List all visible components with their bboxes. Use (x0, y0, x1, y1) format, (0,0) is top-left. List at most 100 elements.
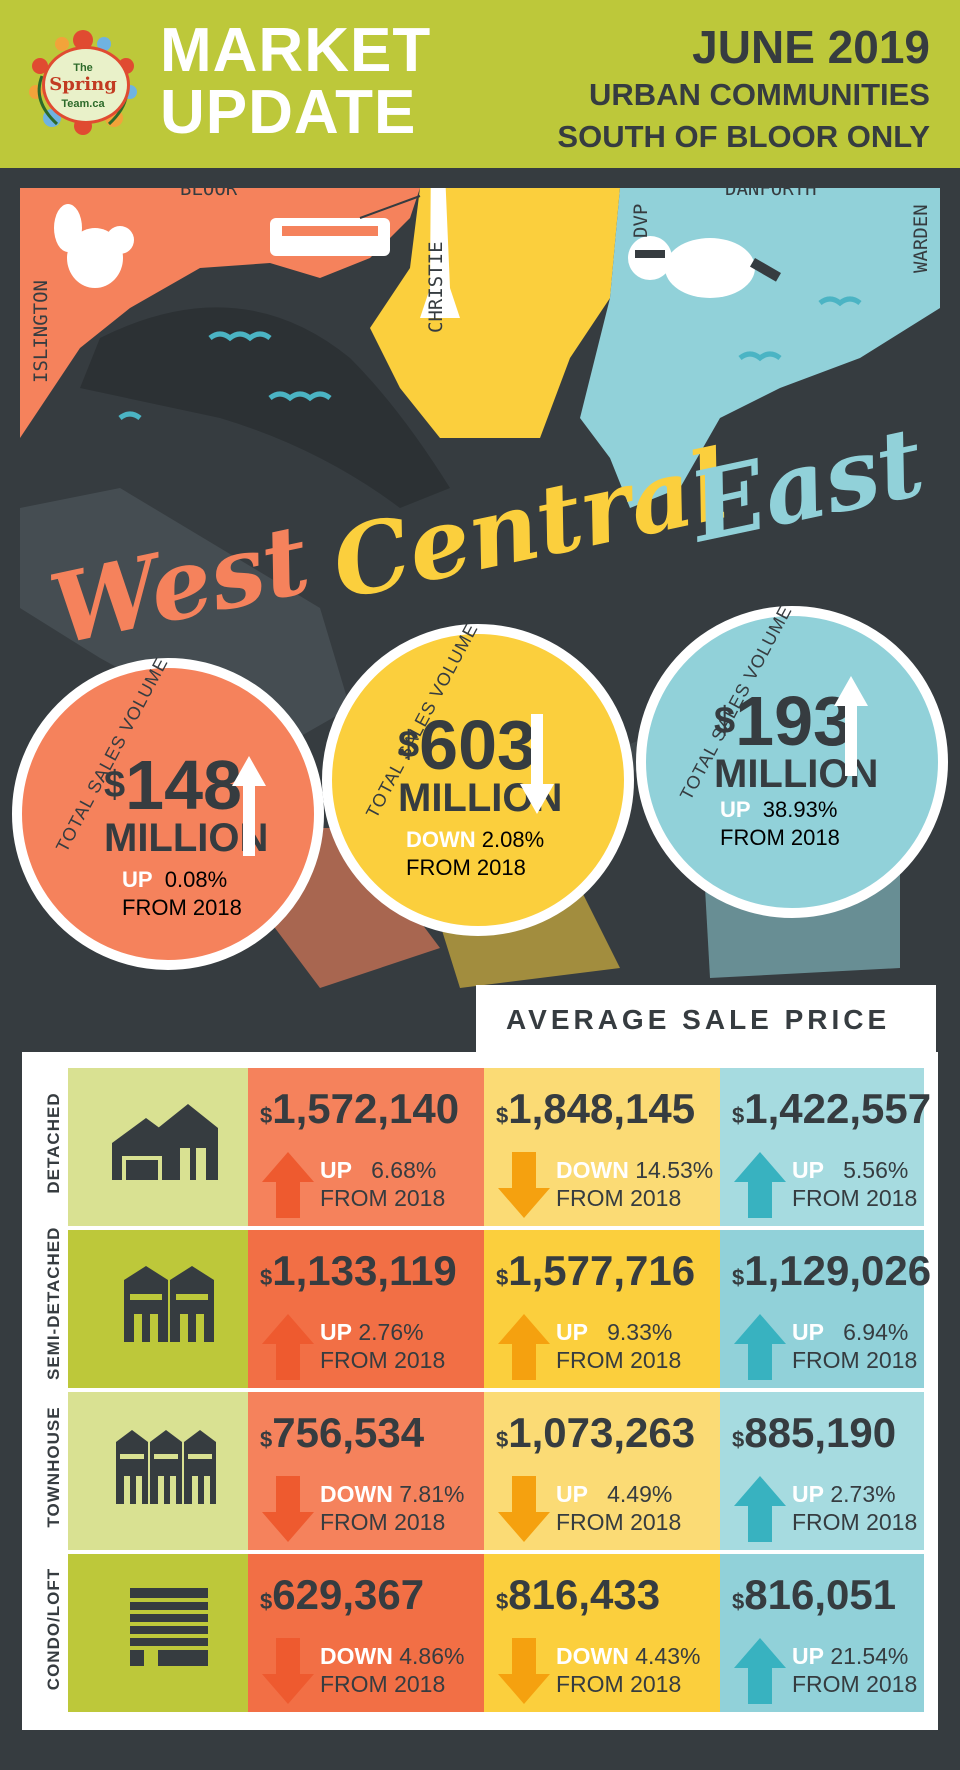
cell-central: $1,073,263 UP 4.49% FROM 2018 (484, 1392, 720, 1550)
cell-east: $885,190 UP 2.73% FROM 2018 (720, 1392, 924, 1550)
price-change: UP 9.33% FROM 2018 (556, 1319, 682, 1373)
up-arrow-icon (834, 676, 868, 776)
logo-text-spring: Spring (49, 74, 117, 95)
cell-central: $1,577,716 UP 9.33% FROM 2018 (484, 1230, 720, 1388)
up-arrow-icon (734, 1476, 786, 1542)
price-value: $1,572,140 (260, 1085, 460, 1132)
title-line-2: UPDATE (160, 78, 417, 147)
townhouse-icon (116, 1430, 216, 1504)
price-change: DOWN 4.86% FROM 2018 (320, 1643, 465, 1697)
price-change: UP 2.73% FROM 2018 (792, 1481, 918, 1535)
cell-central: $1,848,145 DOWN 14.53% FROM 2018 (484, 1068, 720, 1226)
volume-change: UP 0.08% FROM 2018 (122, 867, 242, 920)
price-change: UP 2.76% FROM 2018 (320, 1319, 446, 1373)
cell-central: $816,433 DOWN 4.43% FROM 2018 (484, 1554, 720, 1712)
up-arrow-icon (262, 1314, 314, 1380)
row-label: CONDO/LOFT (38, 1554, 68, 1706)
condo-building-icon (130, 1588, 208, 1666)
price-change: DOWN 14.53% FROM 2018 (556, 1157, 714, 1211)
average-sale-price-heading: AVERAGE SALE PRICE (476, 985, 936, 1057)
street-islington: ISLINGTON (30, 280, 52, 383)
volume-amount: $148 (104, 746, 242, 824)
price-value: $1,422,557 (732, 1085, 932, 1132)
volume-circle-west: TOTAL SALES VOLUME $148 MILLION UP 0.08%… (12, 654, 324, 970)
table-row-condo-loft: CONDO/LOFT $629,367 DOWN 4.86% FROM 2018 … (38, 1554, 924, 1712)
cell-west: $756,534 DOWN 7.81% FROM 2018 (248, 1392, 484, 1550)
icon-cell (68, 1392, 248, 1550)
down-arrow-icon (498, 1476, 550, 1542)
up-arrow-icon (734, 1638, 786, 1704)
price-change: UP 21.54% FROM 2018 (792, 1643, 918, 1697)
down-arrow-icon (498, 1638, 550, 1704)
semi-detached-icon (124, 1266, 214, 1342)
price-value: $885,190 (732, 1409, 897, 1456)
icon-cell (68, 1230, 248, 1388)
subtitle-urban: URBAN COMMUNITIES (589, 77, 930, 112)
average-price-table: DETACHED $1,572,140 UP 6.68% FROM 2018 $1… (22, 1052, 938, 1730)
squirrel-icon (54, 204, 134, 288)
volume-change: DOWN 2.08% FROM 2018 (406, 827, 545, 880)
street-dvp: DVP (630, 203, 652, 238)
average-sale-price-title: AVERAGE SALE PRICE (506, 1004, 891, 1035)
price-value: $1,129,026 (732, 1247, 932, 1294)
street-danforth: DANFORTH (725, 178, 817, 200)
cell-east: $1,422,557 UP 5.56% FROM 2018 (720, 1068, 931, 1226)
down-arrow-icon (520, 714, 554, 814)
volume-change: UP 38.93% FROM 2018 (720, 797, 840, 850)
header-info: JUNE 2019 URBAN COMMUNITIES SOUTH OF BLO… (557, 20, 930, 158)
down-arrow-icon (498, 1152, 550, 1218)
icon-cell (68, 1068, 248, 1226)
table-row-detached: DETACHED $1,572,140 UP 6.68% FROM 2018 $1… (38, 1068, 931, 1226)
down-arrow-icon (262, 1638, 314, 1704)
table-row-townhouse: TOWNHOUSE $756,534 DOWN 7.81% FROM 2018 $… (38, 1392, 924, 1550)
cell-west: $629,367 DOWN 4.86% FROM 2018 (248, 1554, 484, 1712)
page-title: MARKET UPDATE (160, 20, 431, 144)
price-change: UP 5.56% FROM 2018 (792, 1157, 918, 1211)
up-arrow-icon (734, 1152, 786, 1218)
up-arrow-icon (734, 1314, 786, 1380)
volume-circle-east: TOTAL SALES VOLUME $193 MILLION UP 38.93… (636, 602, 948, 918)
header: The Spring Team.ca MARKET UPDATE JUNE 20… (0, 0, 960, 168)
volume-unit: MILLION (104, 816, 269, 860)
price-value: $1,073,263 (496, 1409, 696, 1456)
title-line-1: MARKET (160, 16, 432, 85)
report-date: JUNE 2019 (692, 21, 930, 73)
price-value: $1,133,119 (260, 1247, 457, 1294)
street-warden: WARDEN (910, 204, 932, 273)
streetcar-icon (270, 195, 421, 256)
down-arrow-icon (262, 1476, 314, 1542)
volume-amount: $603 (398, 706, 536, 784)
cell-west: $1,133,119 UP 2.76% FROM 2018 (248, 1230, 484, 1388)
logo-text-the: The (73, 62, 93, 74)
price-change: UP 6.68% FROM 2018 (320, 1157, 446, 1211)
up-arrow-icon (262, 1152, 314, 1218)
price-value: $1,848,145 (496, 1085, 696, 1132)
logo-text-team: Team.ca (61, 98, 105, 110)
price-change: UP 6.94% FROM 2018 (792, 1319, 918, 1373)
spring-team-logo: The Spring Team.ca (22, 26, 144, 138)
price-value: $816,433 (496, 1571, 661, 1618)
cell-west: $1,572,140 UP 6.68% FROM 2018 (248, 1068, 484, 1226)
cell-east: $1,129,026 UP 6.94% FROM 2018 (720, 1230, 931, 1388)
price-change: DOWN 7.81% FROM 2018 (320, 1481, 465, 1535)
price-value: $816,051 (732, 1571, 897, 1618)
row-label: SEMI-DETACHED (38, 1227, 68, 1382)
price-value: $629,367 (260, 1571, 425, 1618)
price-change: UP 4.49% FROM 2018 (556, 1481, 682, 1535)
raccoon-icon (628, 236, 781, 298)
street-christie: CHRISTIE (425, 241, 447, 333)
row-label: TOWNHOUSE (38, 1392, 68, 1544)
subtitle-south: SOUTH OF BLOOR ONLY (557, 119, 930, 154)
price-value: $1,577,716 (496, 1247, 696, 1294)
street-bloor: BLOOR (180, 178, 238, 200)
cell-east: $816,051 UP 21.54% FROM 2018 (720, 1554, 924, 1712)
row-label: DETACHED (38, 1068, 68, 1220)
volume-amount: $193 (714, 682, 852, 760)
table-row-semi-detached: SEMI-DETACHED $1,133,119 UP 2.76% FROM 20… (38, 1227, 931, 1388)
up-arrow-icon (232, 756, 266, 856)
icon-cell (68, 1554, 248, 1712)
price-value: $756,534 (260, 1409, 425, 1456)
price-change: DOWN 4.43% FROM 2018 (556, 1643, 701, 1697)
up-arrow-icon (498, 1314, 550, 1380)
volume-circle-central: TOTAL SALES VOLUME $603 MILLION DOWN 2.0… (322, 620, 634, 936)
